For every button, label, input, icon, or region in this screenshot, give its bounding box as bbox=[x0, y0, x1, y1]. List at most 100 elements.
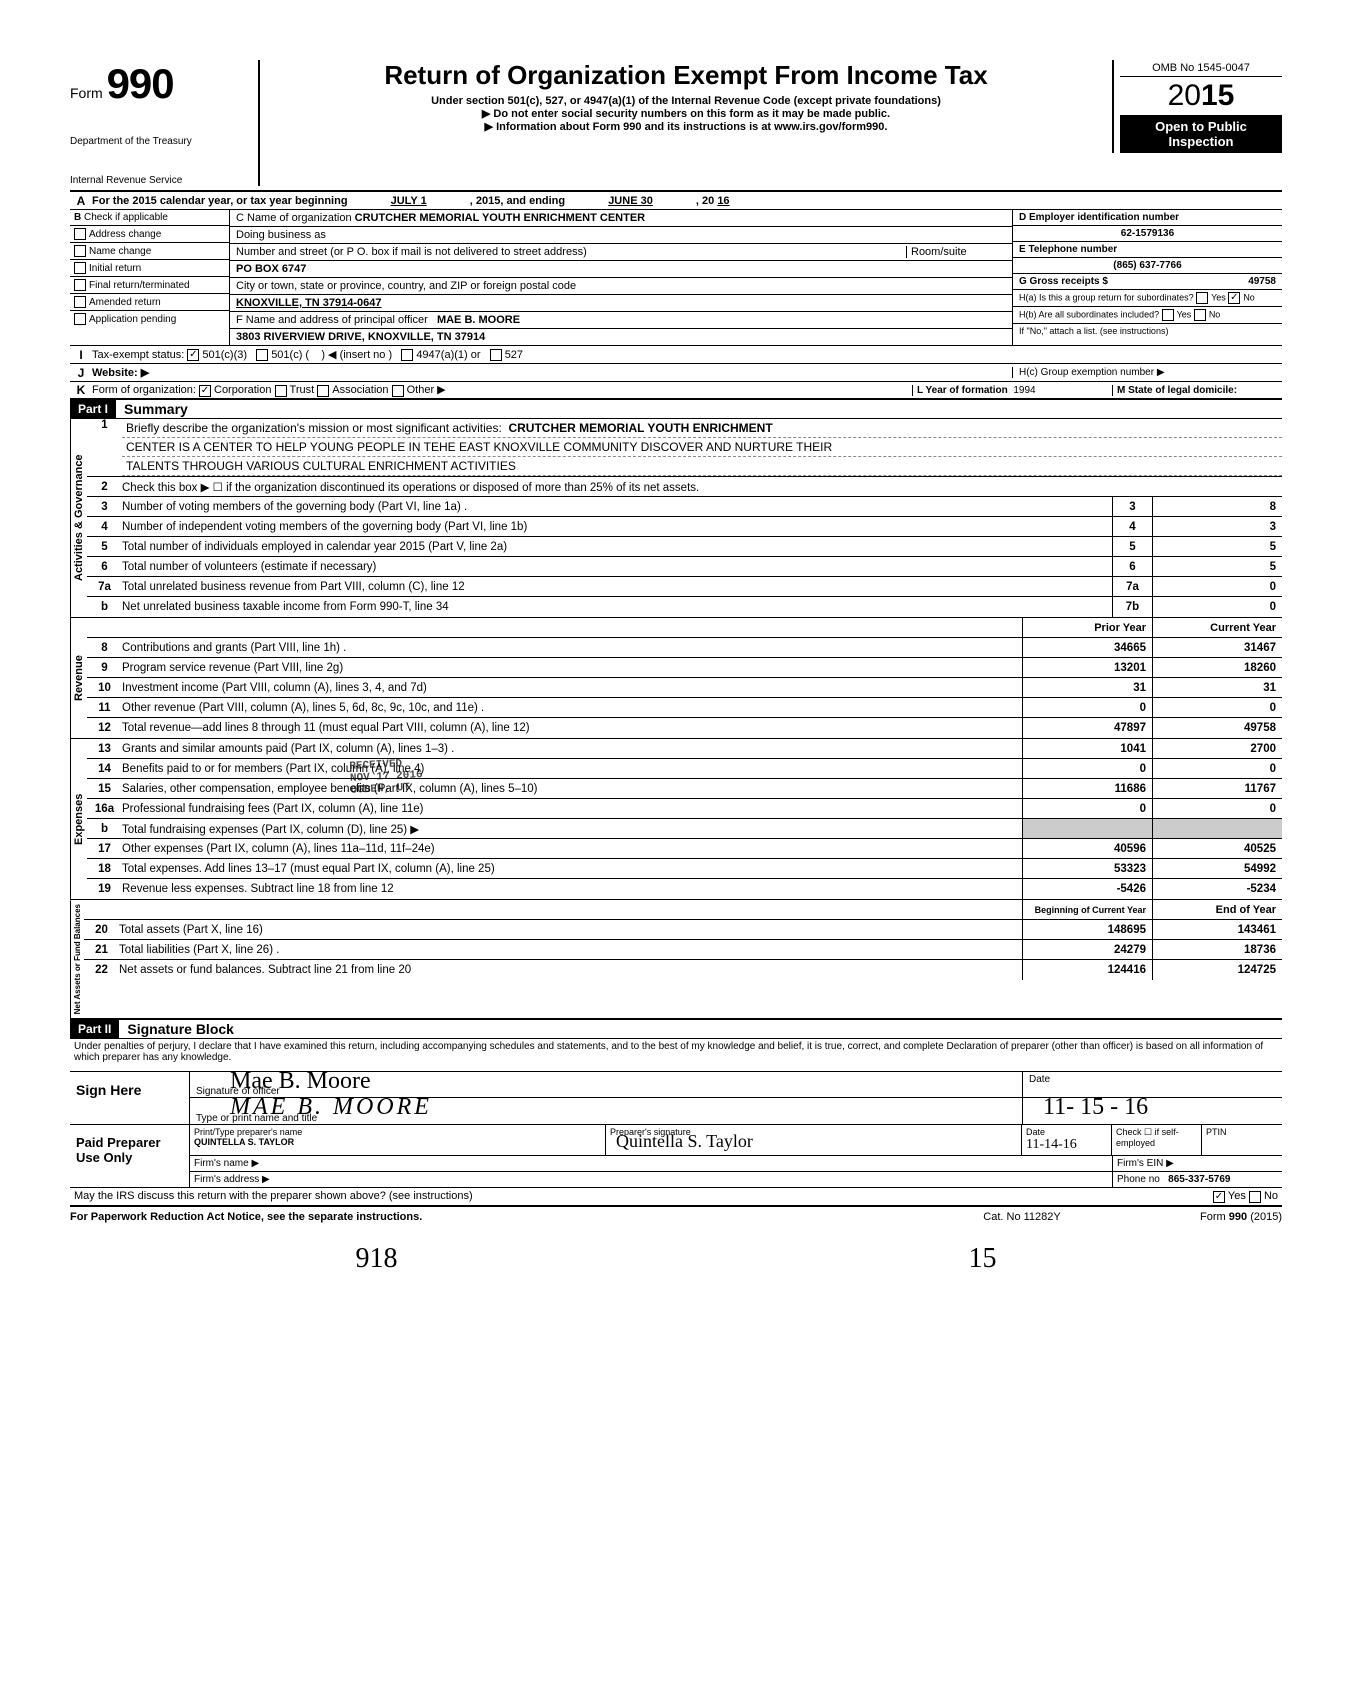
signature-block: Sign Here Mae B. Moore Signature of offi… bbox=[70, 1071, 1282, 1188]
h-b: H(b) Are all subordinates included? Yes … bbox=[1013, 307, 1282, 324]
date-label: Date bbox=[1029, 1074, 1276, 1085]
gov-row: 3 Number of voting members of the govern… bbox=[87, 497, 1282, 517]
b-name-change[interactable]: Name change bbox=[70, 243, 229, 260]
c-room-label: Room/suite bbox=[906, 246, 1006, 258]
checkbox-icon[interactable] bbox=[1196, 292, 1208, 304]
data-row: 9 Program service revenue (Part VIII, li… bbox=[87, 658, 1282, 678]
c-name-row: C Name of organization CRUTCHER MEMORIAL… bbox=[230, 210, 1012, 227]
sig-date: 11- 15 - 16 bbox=[1043, 1094, 1148, 1121]
col-b: B Check if applicable Address change Nam… bbox=[70, 210, 230, 345]
hand-right: 15 bbox=[969, 1243, 997, 1275]
letter-i: I bbox=[70, 348, 92, 362]
checkbox-icon[interactable] bbox=[401, 349, 413, 361]
firm-name-row: Firm's name ▶ Firm's EIN ▶ bbox=[190, 1156, 1282, 1172]
checkbox-icon[interactable] bbox=[74, 296, 86, 308]
f-label: F Name and address of principal officer bbox=[236, 314, 428, 326]
block-governance: Activities & Governance 1 Briefly descri… bbox=[70, 419, 1282, 618]
f-addr: 3803 RIVERVIEW DRIVE, KNOXVILLE, TN 3791… bbox=[230, 329, 1012, 345]
c-dba: Doing business as bbox=[230, 227, 1012, 244]
discuss-row: May the IRS discuss this return with the… bbox=[70, 1188, 1282, 1206]
g-label: G Gross receipts $ bbox=[1019, 276, 1108, 287]
b-amended[interactable]: Amended return bbox=[70, 294, 229, 311]
check-if-cell: Check ☐ if self-employed bbox=[1112, 1125, 1202, 1155]
rev-header: Prior Year Current Year bbox=[87, 618, 1282, 638]
checkbox-icon[interactable] bbox=[1194, 309, 1206, 321]
line-2: 2 Check this box ▶ ☐ if the organization… bbox=[87, 477, 1282, 497]
part2-badge: Part II bbox=[70, 1020, 119, 1038]
b-app-pending[interactable]: Application pending bbox=[70, 311, 229, 327]
paid-preparer-row: Paid Preparer Use Only Print/Type prepar… bbox=[70, 1125, 1282, 1187]
b-addr-change[interactable]: Address change bbox=[70, 226, 229, 243]
mission-block: Briefly describe the organization's miss… bbox=[122, 419, 1282, 476]
checkbox-icon[interactable] bbox=[1162, 309, 1174, 321]
checkbox-icon[interactable]: ✓ bbox=[199, 385, 211, 397]
data-row: 21 Total liabilities (Part X, line 26) .… bbox=[84, 940, 1282, 960]
line-a-content: For the 2015 calendar year, or tax year … bbox=[92, 195, 1282, 207]
b-initial[interactable]: Initial return bbox=[70, 260, 229, 277]
checkbox-icon[interactable]: ✓ bbox=[187, 349, 199, 361]
line-1: 1 Briefly describe the organization's mi… bbox=[87, 419, 1282, 477]
footer: For Paperwork Reduction Act Notice, see … bbox=[70, 1207, 1282, 1223]
rev-rows: Prior Year Current Year 8 Contributions … bbox=[87, 618, 1282, 738]
b-final[interactable]: Final return/terminated bbox=[70, 277, 229, 294]
c-name: CRUTCHER MEMORIAL YOUTH ENRICHMENT CENTE… bbox=[355, 212, 646, 224]
col-begin: Beginning of Current Year bbox=[1022, 900, 1152, 919]
data-row: 16a Professional fundraising fees (Part … bbox=[87, 799, 1282, 819]
line-k: K Form of organization: ✓Corporation Tru… bbox=[70, 382, 1282, 400]
col-c-f: C Name of organization CRUTCHER MEMORIAL… bbox=[230, 210, 1012, 345]
form-ref: Form 990 (2015) bbox=[1122, 1211, 1282, 1223]
sign-here-right: Date 11- 15 - 16 bbox=[1022, 1072, 1282, 1124]
prep-date-cell: Date 11-14-16 bbox=[1022, 1125, 1112, 1155]
checkbox-icon[interactable] bbox=[317, 385, 329, 397]
data-row: b Total fundraising expenses (Part IX, c… bbox=[87, 819, 1282, 839]
form-number-big: 990 bbox=[107, 60, 174, 107]
form-center: Return of Organization Exempt From Incom… bbox=[260, 60, 1112, 133]
omb-number: OMB No 1545-0047 bbox=[1120, 60, 1282, 77]
checkbox-icon[interactable]: ✓ bbox=[1228, 292, 1240, 304]
checkbox-icon[interactable] bbox=[490, 349, 502, 361]
f-row: F Name and address of principal officer … bbox=[230, 312, 1012, 329]
checkbox-icon[interactable] bbox=[74, 228, 86, 240]
vert-governance: Activities & Governance bbox=[70, 419, 87, 617]
form-subtitle2: ▶ Do not enter social security numbers o… bbox=[270, 107, 1102, 120]
h-b-note: If "No," attach a list. (see instruction… bbox=[1013, 324, 1282, 338]
l-year: L Year of formation 1994 bbox=[912, 385, 1112, 396]
gov-row: 4 Number of independent voting members o… bbox=[87, 517, 1282, 537]
gov-rows: 1 Briefly describe the organization's mi… bbox=[87, 419, 1282, 617]
col-d-h: D Employer identification number 62-1579… bbox=[1012, 210, 1282, 345]
checkbox-icon[interactable] bbox=[256, 349, 268, 361]
num-1: 1 bbox=[87, 419, 122, 431]
cat-no: Cat. No 11282Y bbox=[922, 1211, 1122, 1223]
line-a-label: For the 2015 calendar year, or tax year … bbox=[92, 195, 348, 207]
form-title: Return of Organization Exempt From Incom… bbox=[270, 60, 1102, 91]
checkbox-icon[interactable] bbox=[74, 313, 86, 325]
data-row: 22 Net assets or fund balances. Subtract… bbox=[84, 960, 1282, 980]
dept-treasury: Department of the Treasury bbox=[70, 136, 250, 147]
d-value: 62-1579136 bbox=[1013, 226, 1282, 242]
net-rows: Beginning of Current Year End of Year 20… bbox=[84, 900, 1282, 1018]
gov-row: 6 Total number of volunteers (estimate i… bbox=[87, 557, 1282, 577]
line-a-end: JUNE 30 bbox=[568, 195, 693, 207]
form-prefix: Form bbox=[70, 85, 103, 101]
prep-name-cell: Print/Type preparer's name QUINTELLA S. … bbox=[190, 1125, 606, 1155]
open-to-public: Open to Public Inspection bbox=[1120, 115, 1282, 153]
checkbox-icon[interactable]: ✓ bbox=[1213, 1191, 1225, 1203]
data-row: 18 Total expenses. Add lines 13–17 (must… bbox=[87, 859, 1282, 879]
checkbox-icon[interactable] bbox=[392, 385, 404, 397]
part2-title: Signature Block bbox=[119, 1021, 234, 1037]
line-i-content: Tax-exempt status: ✓501(c)(3) 501(c) ( )… bbox=[92, 348, 1282, 361]
firm-addr-row: Firm's address ▶ Phone no 865-337-5769 bbox=[190, 1172, 1282, 1187]
e-value: (865) 637-7766 bbox=[1013, 258, 1282, 274]
mission-line2: CENTER IS A CENTER TO HELP YOUNG PEOPLE … bbox=[122, 438, 1282, 457]
checkbox-icon[interactable] bbox=[275, 385, 287, 397]
data-row: 10 Investment income (Part VIII, column … bbox=[87, 678, 1282, 698]
checkbox-icon[interactable] bbox=[74, 279, 86, 291]
data-row: 14 Benefits paid to or for members (Part… bbox=[87, 759, 1282, 779]
data-row: 20 Total assets (Part X, line 16) 148695… bbox=[84, 920, 1282, 940]
checkbox-icon[interactable] bbox=[74, 262, 86, 274]
f-name: MAE B. MOORE bbox=[437, 314, 520, 326]
checkbox-icon[interactable] bbox=[74, 245, 86, 257]
sig-date-cell: 11- 15 - 16 bbox=[1023, 1098, 1282, 1124]
checkbox-icon[interactable] bbox=[1249, 1191, 1261, 1203]
open-line1: Open to Public bbox=[1122, 119, 1280, 134]
